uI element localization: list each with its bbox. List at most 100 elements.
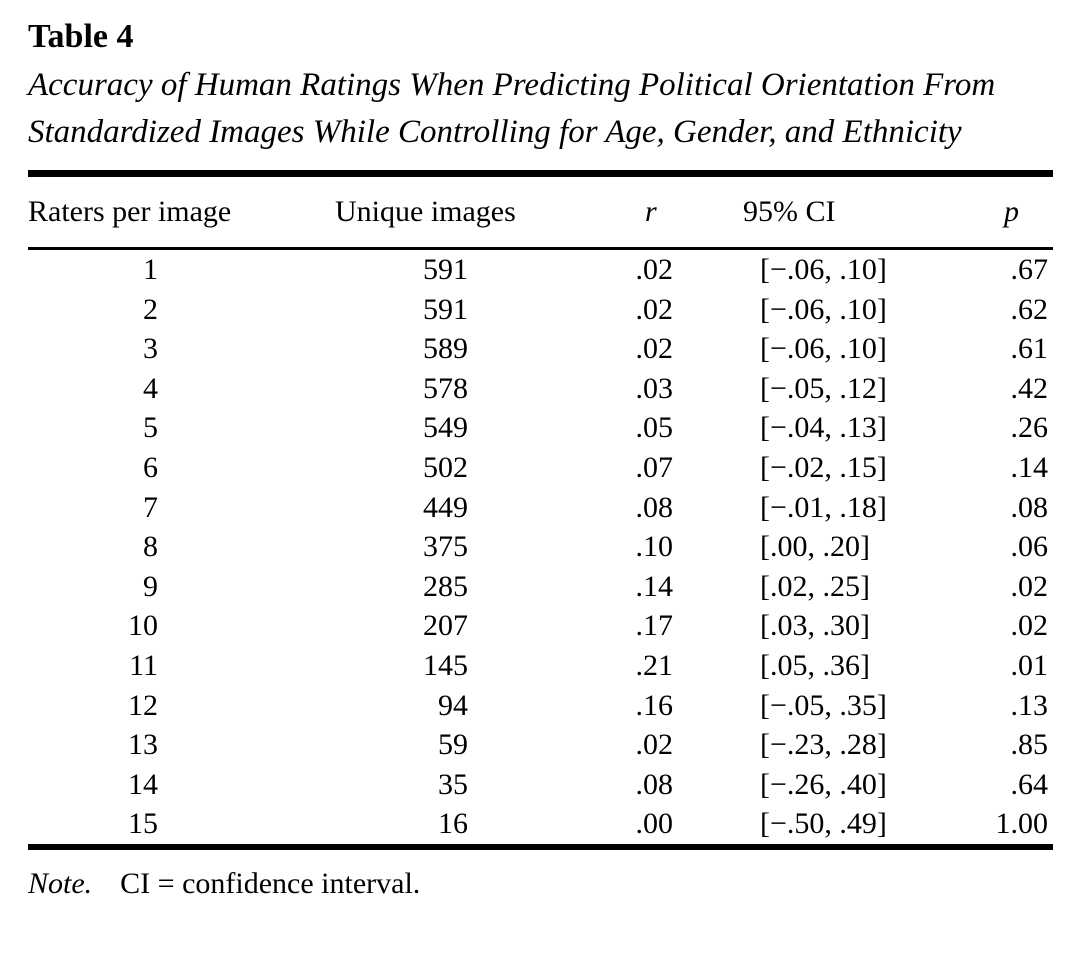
cell-p: .61: [1010, 332, 1049, 366]
column-header-unique-images: Unique images: [335, 195, 516, 228]
table-row: 8 375 .10 [.00, .20] .06: [28, 527, 1053, 567]
cell-raters-per-image: 15: [128, 807, 158, 841]
cell-unique-images: 207: [423, 609, 468, 643]
cell-unique-images: 59: [438, 728, 468, 762]
cell-r: .07: [635, 450, 674, 484]
table-row: 7 449 .08 [−.01, .18] .08: [28, 488, 1053, 528]
table-body: 1 591.02 [−.06, .10] .67 2 591.02 [−.06, .10].…: [28, 250, 1053, 844]
cell-ci: [−.05, .12]: [760, 371, 887, 405]
cell-raters-per-image: 7: [143, 490, 158, 524]
top-rule: [28, 170, 1053, 177]
cell-unique-images: 285: [423, 569, 468, 603]
cell-ci: [.05, .36]: [760, 648, 870, 682]
cell-unique-images: 549: [423, 411, 468, 445]
cell-unique-images: 591: [423, 292, 468, 326]
table-row: 4 578 .03 [−.05, .12] .42: [28, 369, 1053, 409]
cell-raters-per-image: 5: [143, 411, 158, 445]
cell-p: .62: [1010, 292, 1049, 326]
table-header-row: Raters per image Unique images r 95% CI …: [28, 177, 1053, 247]
bottom-rule: [28, 843, 1053, 850]
column-header-p: p: [1004, 195, 1019, 228]
cell-ci: [.03, .30]: [760, 609, 870, 643]
cell-ci: [−.06, .10]: [760, 253, 887, 286]
note-text: CI = confidence interval.: [120, 866, 421, 900]
table-row: 5 549 .05 [−.04, .13] .26: [28, 408, 1053, 448]
cell-p: 1.00: [995, 807, 1049, 841]
cell-raters-per-image: 13: [128, 728, 158, 762]
cell-unique-images: 578: [423, 371, 468, 405]
cell-r: .17: [635, 609, 674, 643]
table-row: 6 502 .07 [−.02, .15] .14: [28, 448, 1053, 488]
cell-ci: [−.02, .15]: [760, 450, 887, 484]
cell-unique-images: 145: [423, 648, 468, 682]
cell-unique-images: 375: [423, 530, 468, 564]
cell-raters-per-image: 9: [143, 569, 158, 603]
cell-r: .08: [635, 490, 674, 524]
cell-r: .10: [635, 530, 674, 564]
cell-unique-images: 502: [423, 450, 468, 484]
cell-r: .02: [635, 253, 674, 286]
cell-raters-per-image: 10: [128, 609, 158, 643]
cell-unique-images: 449: [423, 490, 468, 524]
table-row: 14 35 .08 [−.26, .40] .64: [28, 765, 1053, 805]
cell-ci: [−.50, .49]: [760, 807, 887, 841]
cell-p: .85: [1010, 728, 1049, 762]
cell-raters-per-image: 12: [128, 688, 158, 722]
cell-unique-images: 94: [438, 688, 468, 722]
cell-r: .03: [635, 371, 674, 405]
cell-raters-per-image: 14: [128, 767, 158, 801]
cell-raters-per-image: 11: [129, 648, 158, 682]
cell-p: .42: [1010, 371, 1049, 405]
cell-r: .08: [635, 767, 674, 801]
cell-p: .08: [1010, 490, 1049, 524]
table-figure: Table 4 Accuracy of Human Ratings When P…: [28, 16, 1058, 904]
cell-raters-per-image: 1: [143, 253, 158, 286]
cell-ci: [.02, .25]: [760, 569, 870, 603]
table-row: 12 94 .16 [−.05, .35] .13: [28, 686, 1053, 726]
cell-r: .21: [635, 648, 674, 682]
cell-ci: [−.06, .10]: [760, 292, 887, 326]
cell-raters-per-image: 4: [143, 371, 158, 405]
cell-p: .01: [1010, 648, 1049, 682]
cell-r: .02: [635, 332, 674, 366]
cell-r: .02: [635, 292, 674, 326]
cell-r: .00: [635, 807, 674, 841]
cell-p: .26: [1010, 411, 1049, 445]
cell-ci: [−.04, .13]: [760, 411, 887, 445]
column-header-raters-per-image: Raters per image: [28, 195, 232, 228]
cell-p: .67: [1010, 253, 1049, 286]
cell-p: .13: [1010, 688, 1049, 722]
cell-p: .02: [1010, 609, 1049, 643]
cell-unique-images: 591: [423, 253, 468, 286]
table-label: Table 4: [28, 18, 134, 55]
cell-r: .14: [635, 569, 674, 603]
cell-unique-images: 16: [438, 807, 468, 841]
cell-ci: [−.06, .10]: [760, 332, 887, 366]
table-row: 15 16 .00 [−.50, .49] 1.00: [28, 804, 1053, 844]
table-row: 1 591 .02 [−.06, .10] .67: [28, 250, 1053, 290]
cell-ci: [−.26, .40]: [760, 767, 887, 801]
table-row: 9 285 .14 [.02, .25] .02: [28, 567, 1053, 607]
cell-ci: [−.01, .18]: [760, 490, 887, 524]
cell-r: .16: [635, 688, 674, 722]
header-rule: [28, 247, 1053, 250]
cell-p: .06: [1010, 530, 1049, 564]
table-row: 2 591 .02 [−.06, .10] .62: [28, 290, 1053, 330]
cell-p: .14: [1010, 450, 1049, 484]
table-note: Note. CI = confidence interval.: [28, 864, 1058, 904]
table-row: 11 145 .21 [.05, .36] .01: [28, 646, 1053, 686]
cell-r: .02: [635, 728, 674, 762]
note-label: Note.: [28, 866, 93, 900]
cell-ci: [.00, .20]: [760, 530, 870, 564]
table-row: 3 589 .02 [−.06, .10] .61: [28, 329, 1053, 369]
cell-raters-per-image: 8: [143, 530, 158, 564]
column-header-95-ci: 95% CI: [743, 195, 836, 228]
cell-p: .64: [1010, 767, 1049, 801]
table-row: 10 207 .17 [.03, .30] .02: [28, 606, 1053, 646]
cell-raters-per-image: 3: [143, 332, 158, 366]
table-caption: Accuracy of Human Ratings When Predictin…: [28, 67, 996, 150]
cell-r: .05: [635, 411, 674, 445]
cell-ci: [−.23, .28]: [760, 728, 887, 762]
cell-ci: [−.05, .35]: [760, 688, 887, 722]
